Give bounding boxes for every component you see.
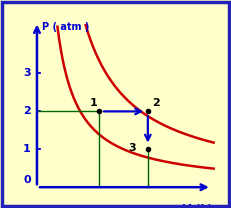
Text: 3: 3 <box>23 68 31 78</box>
Text: V (L): V (L) <box>182 203 212 208</box>
Text: 1: 1 <box>23 144 31 154</box>
Text: 2: 2 <box>23 106 31 116</box>
Text: 2: 2 <box>152 98 160 108</box>
Text: 0: 0 <box>23 175 31 185</box>
Text: 1: 1 <box>90 98 97 108</box>
Text: P ( atm ): P ( atm ) <box>42 22 90 32</box>
Text: 3: 3 <box>129 143 137 153</box>
